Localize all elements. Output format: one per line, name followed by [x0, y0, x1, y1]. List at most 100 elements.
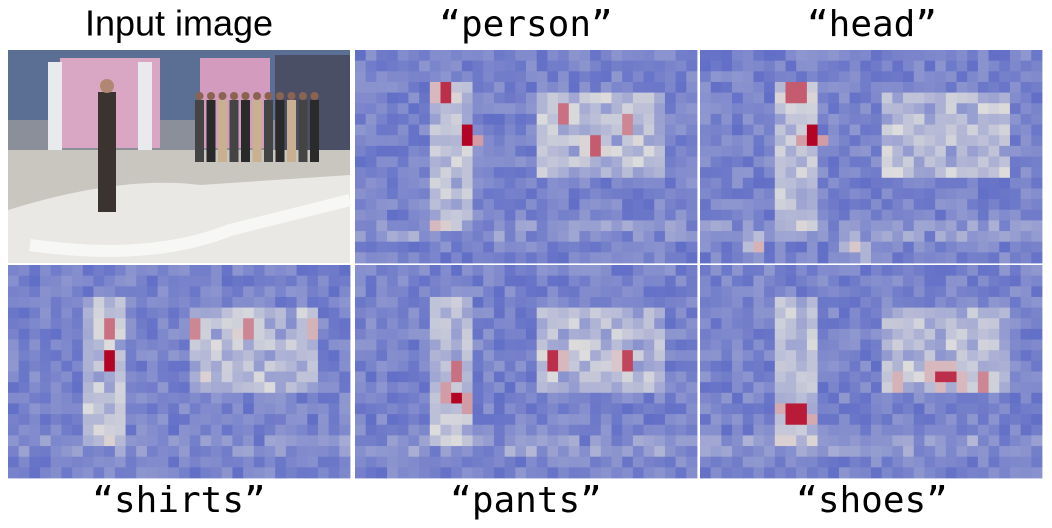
heat-cell — [419, 156, 431, 168]
heat-cell — [221, 467, 233, 479]
heat-cell — [547, 209, 559, 221]
heat-cell — [686, 403, 698, 415]
heat-cell — [504, 167, 516, 179]
heat-cell — [600, 296, 612, 308]
heat-cell — [296, 360, 308, 372]
heat-cell — [956, 456, 968, 468]
heat-cell — [935, 252, 947, 264]
heat-cell — [483, 456, 495, 468]
heat-cell — [461, 467, 473, 479]
heat-cell — [472, 92, 484, 104]
heat-cell — [903, 81, 915, 93]
heat-cell — [924, 92, 936, 104]
heat-cell — [40, 371, 52, 383]
heat-cell — [664, 220, 677, 232]
heat-cell — [753, 209, 765, 221]
heat-cell — [253, 296, 265, 308]
heat-cell — [114, 382, 126, 394]
heat-cell — [504, 103, 516, 115]
heat-cell — [472, 124, 484, 136]
heat-cell — [558, 307, 570, 319]
heat-cell — [93, 286, 105, 298]
heat-cell — [189, 414, 201, 426]
heat-cell — [977, 392, 989, 404]
heat-cell — [849, 220, 861, 232]
heat-cell — [461, 177, 473, 189]
heat-cell — [654, 265, 666, 277]
heat-cell — [18, 360, 30, 372]
heat-cell — [307, 382, 319, 394]
heat-cell — [849, 188, 861, 200]
heat-cell — [675, 156, 687, 168]
heat-cell — [721, 424, 733, 436]
heat-cell — [419, 403, 431, 415]
heat-cell — [956, 392, 968, 404]
heat-cell — [1009, 188, 1022, 200]
heat-cell — [967, 60, 979, 72]
heat-cell — [472, 350, 484, 362]
heat-cell — [817, 382, 829, 394]
heat-cell — [675, 328, 687, 340]
heat-cell — [296, 339, 308, 351]
heat-cell — [579, 81, 591, 93]
heat-cell — [742, 446, 754, 458]
heat-cell — [483, 350, 495, 362]
heat-cell — [817, 156, 829, 168]
heat-cell — [328, 403, 340, 415]
heat-cell — [675, 71, 687, 83]
heat-cell — [956, 92, 968, 104]
heat-cell — [397, 177, 409, 189]
heat-cell — [146, 286, 159, 298]
heat-cell — [664, 318, 677, 330]
heat-cell — [451, 220, 463, 232]
heat-cell — [72, 296, 84, 308]
heat-cell — [536, 414, 548, 426]
heat-cell — [913, 103, 925, 115]
heat-cell — [700, 156, 712, 168]
heat-cell — [796, 167, 808, 179]
heat-cell — [999, 135, 1011, 147]
heat-cell — [1020, 339, 1032, 351]
heat-cell — [179, 456, 191, 468]
heat-cell — [243, 296, 255, 308]
heat-cell — [956, 307, 968, 319]
heat-cell — [935, 156, 947, 168]
person-head — [195, 92, 204, 100]
heat-cell — [408, 424, 420, 436]
heat-cell — [945, 71, 957, 83]
heat-cell — [945, 414, 957, 426]
heat-cell — [579, 145, 591, 157]
heat-cell — [988, 188, 1000, 200]
heat-cell — [515, 135, 527, 147]
heat-cell — [806, 414, 818, 426]
heat-cell — [924, 103, 936, 115]
heat-cell — [558, 92, 570, 104]
heat-cell — [328, 360, 340, 372]
heat-cell — [871, 414, 883, 426]
heat-cell — [611, 435, 623, 447]
heat-cell — [526, 124, 538, 136]
heat-cell — [40, 350, 52, 362]
heat-cell — [764, 371, 776, 383]
heat-cell — [493, 328, 506, 340]
heat-cell — [547, 414, 559, 426]
heat-cell — [264, 275, 276, 287]
heat-cell — [806, 199, 818, 211]
heat-cell — [806, 188, 818, 200]
heat-cell — [742, 350, 754, 362]
heat-cell — [732, 209, 744, 221]
heat-cell — [828, 252, 840, 264]
heat-cell — [440, 103, 452, 115]
heat-cell — [967, 81, 979, 93]
heat-cell — [643, 286, 655, 298]
heat-cell — [493, 135, 506, 147]
heat-cell — [72, 350, 84, 362]
heat-cell — [721, 371, 733, 383]
heat-cell — [892, 403, 904, 415]
heat-cell — [504, 424, 516, 436]
heat-cell — [114, 403, 126, 415]
heat-cell — [1020, 424, 1032, 436]
heat-cell — [1031, 467, 1043, 479]
heat-cell — [547, 403, 559, 415]
heat-cell — [742, 135, 754, 147]
